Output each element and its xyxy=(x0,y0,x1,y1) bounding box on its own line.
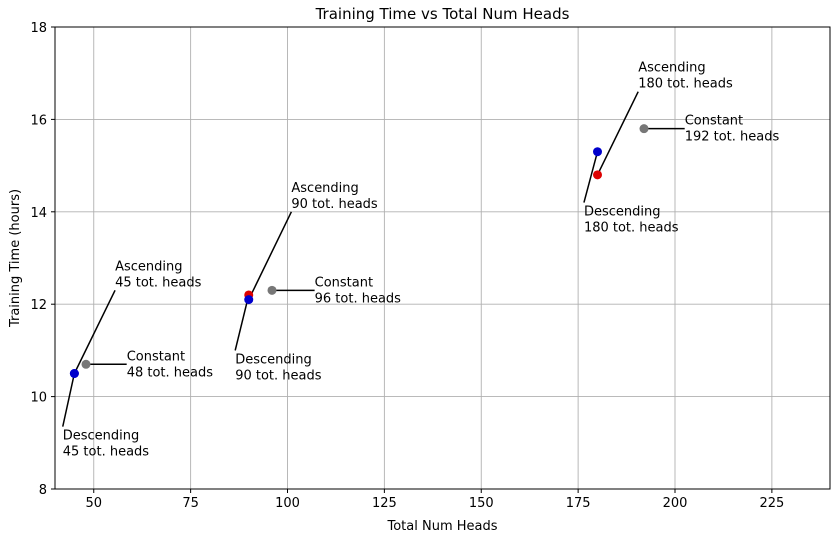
annotation-label: 48 tot. heads xyxy=(127,365,214,380)
annotation-label: Ascending xyxy=(638,61,705,76)
x-tick-label: 200 xyxy=(663,496,688,511)
annotation-label: Constant xyxy=(685,114,743,129)
x-axis-ticks: 50 75 100 125 150 175 200 225 xyxy=(85,489,784,511)
plot-area xyxy=(54,26,831,490)
x-tick-label: 100 xyxy=(275,496,300,511)
annotation-label: Descending xyxy=(584,205,661,220)
y-axis-ticks: 8 10 12 14 16 18 xyxy=(30,21,55,498)
annotation-label: 90 tot. heads xyxy=(291,197,378,212)
annotation-label: Constant xyxy=(127,349,185,364)
x-tick-label: 150 xyxy=(469,496,494,511)
annotation-leader-line xyxy=(583,151,599,203)
data-point xyxy=(593,147,602,157)
annotation-label: 45 tot. heads xyxy=(115,275,202,290)
y-axis-label: Training Time (hours) xyxy=(8,189,23,328)
y-tick-label: 10 xyxy=(30,391,47,406)
annotation-label: Ascending xyxy=(291,181,358,196)
annotation-label: 180 tot. heads xyxy=(584,221,679,236)
annotation-label: 90 tot. heads xyxy=(235,368,322,383)
x-tick-label: 75 xyxy=(182,496,199,511)
data-point xyxy=(267,285,277,295)
annotation-leader-line xyxy=(73,290,116,374)
data-point xyxy=(593,170,602,180)
annotation-label: Constant xyxy=(315,275,373,290)
x-tick-label: 50 xyxy=(85,496,102,511)
chart-title: Training Time vs Total Num Heads xyxy=(315,5,570,23)
annotation-label: Descending xyxy=(235,352,312,367)
data-point xyxy=(244,295,254,305)
annotation-label: 45 tot. heads xyxy=(63,445,150,460)
annotation-label: 180 tot. heads xyxy=(638,77,733,92)
annotation-leader-line xyxy=(248,211,293,300)
data-point xyxy=(81,359,91,369)
annotation-label: Ascending xyxy=(115,259,182,274)
data-point xyxy=(639,124,649,134)
data-points xyxy=(69,124,649,378)
grid xyxy=(55,27,830,489)
x-tick-label: 125 xyxy=(372,496,397,511)
x-axis-label: Total Num Heads xyxy=(386,519,497,534)
data-point xyxy=(69,369,79,378)
annotation-leader-line xyxy=(596,91,639,176)
y-tick-label: 14 xyxy=(30,206,47,221)
x-tick-label: 225 xyxy=(759,496,784,511)
y-tick-label: 12 xyxy=(30,298,47,313)
annotation-label: Descending xyxy=(63,429,140,444)
annotation-label: 96 tot. heads xyxy=(315,291,402,306)
annotation-leader-line xyxy=(234,294,250,351)
y-tick-label: 8 xyxy=(39,483,47,498)
y-tick-label: 16 xyxy=(30,113,47,128)
annotation-leader-line xyxy=(62,373,76,427)
x-tick-label: 175 xyxy=(566,496,591,511)
annotation-label: 192 tot. heads xyxy=(685,130,780,145)
y-tick-label: 18 xyxy=(30,21,47,36)
